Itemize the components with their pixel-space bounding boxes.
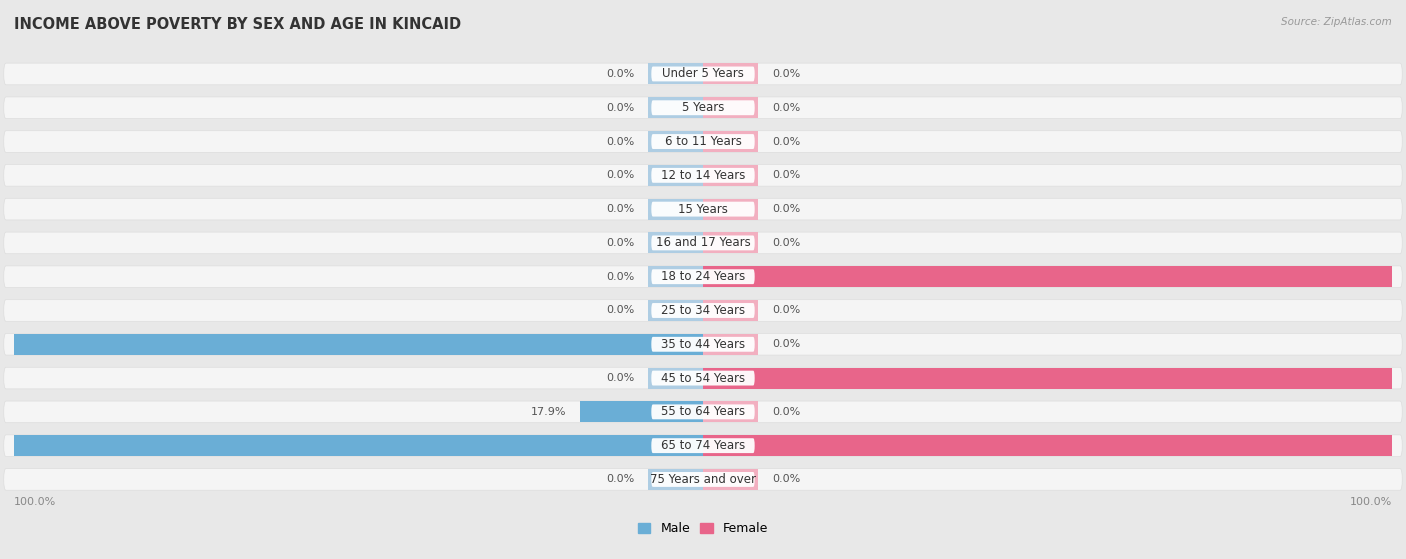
- FancyBboxPatch shape: [651, 269, 755, 284]
- Text: 0.0%: 0.0%: [772, 69, 800, 79]
- FancyBboxPatch shape: [651, 168, 755, 183]
- FancyBboxPatch shape: [4, 468, 1402, 490]
- Bar: [648, 469, 703, 490]
- Bar: [648, 368, 703, 389]
- FancyBboxPatch shape: [4, 164, 1402, 186]
- Bar: [703, 334, 758, 355]
- Text: 16 and 17 Years: 16 and 17 Years: [655, 236, 751, 249]
- FancyBboxPatch shape: [651, 67, 755, 82]
- Text: 0.0%: 0.0%: [772, 238, 800, 248]
- Bar: [648, 131, 703, 152]
- FancyBboxPatch shape: [651, 472, 755, 487]
- Text: 5 Years: 5 Years: [682, 101, 724, 114]
- Text: 0.0%: 0.0%: [772, 136, 800, 146]
- FancyBboxPatch shape: [4, 266, 1402, 287]
- Text: 12 to 14 Years: 12 to 14 Years: [661, 169, 745, 182]
- Text: 0.0%: 0.0%: [772, 204, 800, 214]
- Text: 25 to 34 Years: 25 to 34 Years: [661, 304, 745, 317]
- Text: 0.0%: 0.0%: [772, 407, 800, 417]
- FancyBboxPatch shape: [4, 131, 1402, 153]
- Bar: [648, 233, 703, 253]
- Text: 0.0%: 0.0%: [606, 170, 634, 181]
- Text: 0.0%: 0.0%: [606, 306, 634, 315]
- FancyBboxPatch shape: [4, 198, 1402, 220]
- Bar: [579, 401, 703, 423]
- FancyBboxPatch shape: [4, 435, 1402, 457]
- Text: 18 to 24 Years: 18 to 24 Years: [661, 270, 745, 283]
- Text: 0.0%: 0.0%: [606, 69, 634, 79]
- Bar: [703, 469, 758, 490]
- Text: 0.0%: 0.0%: [606, 475, 634, 485]
- Text: 100.0%: 100.0%: [1350, 498, 1392, 508]
- Text: 0.0%: 0.0%: [772, 475, 800, 485]
- Bar: [703, 266, 1392, 287]
- Text: 6 to 11 Years: 6 to 11 Years: [665, 135, 741, 148]
- Bar: [703, 64, 758, 84]
- FancyBboxPatch shape: [651, 438, 755, 453]
- Bar: [648, 300, 703, 321]
- Bar: [648, 165, 703, 186]
- Text: 17.9%: 17.9%: [530, 407, 565, 417]
- Text: Source: ZipAtlas.com: Source: ZipAtlas.com: [1281, 17, 1392, 27]
- Text: 0.0%: 0.0%: [606, 272, 634, 282]
- Bar: [14, 334, 703, 355]
- FancyBboxPatch shape: [651, 100, 755, 115]
- Text: 0.0%: 0.0%: [772, 306, 800, 315]
- FancyBboxPatch shape: [651, 371, 755, 386]
- Bar: [703, 300, 758, 321]
- Text: 45 to 54 Years: 45 to 54 Years: [661, 372, 745, 385]
- Text: 100.0%: 100.0%: [14, 498, 56, 508]
- Text: 0.0%: 0.0%: [772, 103, 800, 113]
- Bar: [648, 266, 703, 287]
- Text: 0.0%: 0.0%: [772, 170, 800, 181]
- Text: 0.0%: 0.0%: [606, 204, 634, 214]
- Bar: [648, 198, 703, 220]
- Bar: [703, 97, 758, 118]
- FancyBboxPatch shape: [651, 134, 755, 149]
- Text: 0.0%: 0.0%: [772, 339, 800, 349]
- Text: 0.0%: 0.0%: [606, 136, 634, 146]
- Text: 75 Years and over: 75 Years and over: [650, 473, 756, 486]
- Bar: [703, 368, 1392, 389]
- FancyBboxPatch shape: [651, 404, 755, 419]
- Bar: [703, 435, 1392, 456]
- FancyBboxPatch shape: [651, 202, 755, 216]
- FancyBboxPatch shape: [4, 367, 1402, 389]
- FancyBboxPatch shape: [4, 300, 1402, 321]
- Bar: [703, 198, 758, 220]
- FancyBboxPatch shape: [651, 337, 755, 352]
- Bar: [703, 165, 758, 186]
- Text: 0.0%: 0.0%: [606, 238, 634, 248]
- Text: 0.0%: 0.0%: [606, 103, 634, 113]
- Bar: [648, 97, 703, 118]
- Bar: [703, 131, 758, 152]
- Legend: Male, Female: Male, Female: [638, 522, 768, 536]
- Bar: [14, 435, 703, 456]
- Text: 55 to 64 Years: 55 to 64 Years: [661, 405, 745, 418]
- Text: 65 to 74 Years: 65 to 74 Years: [661, 439, 745, 452]
- FancyBboxPatch shape: [4, 63, 1402, 85]
- FancyBboxPatch shape: [4, 97, 1402, 119]
- Text: 35 to 44 Years: 35 to 44 Years: [661, 338, 745, 351]
- Bar: [703, 401, 758, 423]
- Bar: [703, 233, 758, 253]
- FancyBboxPatch shape: [4, 232, 1402, 254]
- Text: 15 Years: 15 Years: [678, 202, 728, 216]
- FancyBboxPatch shape: [651, 235, 755, 250]
- Text: INCOME ABOVE POVERTY BY SEX AND AGE IN KINCAID: INCOME ABOVE POVERTY BY SEX AND AGE IN K…: [14, 17, 461, 32]
- Bar: [648, 64, 703, 84]
- Text: Under 5 Years: Under 5 Years: [662, 68, 744, 80]
- Text: 0.0%: 0.0%: [606, 373, 634, 383]
- FancyBboxPatch shape: [4, 334, 1402, 355]
- FancyBboxPatch shape: [651, 303, 755, 318]
- FancyBboxPatch shape: [4, 401, 1402, 423]
